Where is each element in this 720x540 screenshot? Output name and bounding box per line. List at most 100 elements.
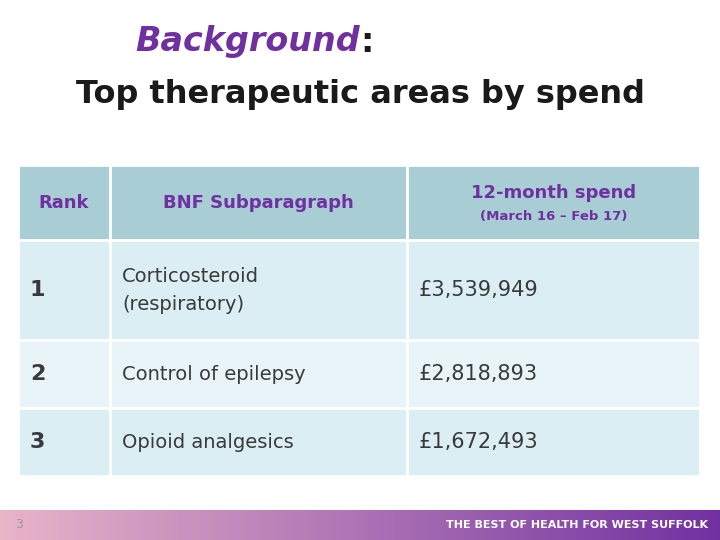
Bar	[271, 510, 274, 540]
Bar	[564, 510, 567, 540]
Bar	[646, 510, 648, 540]
Bar	[293, 510, 295, 540]
Bar	[305, 510, 307, 540]
Bar	[531, 510, 533, 540]
Bar	[221, 510, 223, 540]
Bar	[701, 510, 703, 540]
Bar	[156, 510, 158, 540]
Bar	[5, 510, 7, 540]
Bar	[617, 510, 619, 540]
Bar	[99, 510, 101, 540]
Bar	[509, 510, 511, 540]
Bar	[590, 510, 593, 540]
Bar	[103, 510, 106, 540]
Bar	[639, 510, 641, 540]
Bar	[434, 510, 437, 540]
Bar	[182, 510, 185, 540]
Bar	[708, 510, 711, 540]
Bar	[660, 510, 662, 540]
Bar	[225, 510, 228, 540]
Bar	[19, 510, 22, 540]
Bar	[110, 408, 407, 476]
Bar	[110, 165, 407, 240]
Bar	[449, 510, 451, 540]
Bar	[14, 510, 17, 540]
Bar	[7, 510, 9, 540]
Bar	[521, 510, 523, 540]
Bar	[567, 510, 569, 540]
Bar	[34, 510, 36, 540]
Bar	[341, 510, 343, 540]
Bar	[603, 510, 605, 540]
Bar	[106, 510, 108, 540]
Bar	[605, 510, 607, 540]
Bar	[610, 510, 612, 540]
Bar	[351, 510, 353, 540]
Bar	[511, 510, 513, 540]
Bar	[420, 510, 423, 540]
Bar	[315, 510, 317, 540]
Bar	[139, 510, 142, 540]
Bar	[528, 510, 531, 540]
Bar	[585, 510, 588, 540]
Bar	[333, 510, 336, 540]
Bar	[79, 510, 81, 540]
Bar	[18, 240, 110, 340]
Bar	[629, 510, 631, 540]
Bar	[245, 510, 247, 540]
Bar	[466, 510, 468, 540]
Bar	[36, 510, 38, 540]
Text: Corticosteroid: Corticosteroid	[122, 267, 259, 286]
Bar	[117, 510, 120, 540]
Bar	[718, 510, 720, 540]
Bar	[612, 510, 614, 540]
Bar	[207, 510, 209, 540]
Bar	[50, 510, 53, 540]
Bar	[619, 510, 621, 540]
Bar	[641, 510, 643, 540]
Bar	[593, 510, 595, 540]
Bar	[405, 510, 408, 540]
Bar	[67, 510, 70, 540]
Bar	[84, 510, 86, 540]
Bar	[451, 510, 454, 540]
Bar	[634, 510, 636, 540]
Bar	[336, 510, 338, 540]
Bar	[149, 510, 151, 540]
Bar	[571, 510, 574, 540]
Bar	[372, 510, 374, 540]
Bar	[689, 510, 691, 540]
Bar	[355, 510, 358, 540]
Bar	[41, 510, 43, 540]
Bar	[672, 510, 675, 540]
Bar	[667, 510, 670, 540]
Bar	[264, 510, 266, 540]
Bar	[706, 510, 708, 540]
Bar	[715, 510, 718, 540]
Bar	[276, 510, 279, 540]
Text: (respiratory): (respiratory)	[122, 294, 244, 314]
Text: 3: 3	[15, 518, 23, 531]
Bar	[686, 510, 689, 540]
Bar	[353, 510, 355, 540]
Bar	[538, 510, 540, 540]
Bar	[326, 510, 329, 540]
Bar	[295, 510, 297, 540]
Bar	[569, 510, 571, 540]
Bar	[238, 510, 240, 540]
Bar	[621, 510, 624, 540]
Bar	[463, 510, 466, 540]
Bar	[583, 510, 585, 540]
Text: 3: 3	[30, 432, 45, 452]
Bar	[122, 510, 125, 540]
Bar	[643, 510, 646, 540]
Bar	[338, 510, 341, 540]
Bar	[418, 510, 420, 540]
Bar	[425, 510, 427, 540]
Text: 1: 1	[30, 280, 45, 300]
Bar	[346, 510, 348, 540]
Bar	[108, 510, 110, 540]
Bar	[171, 510, 173, 540]
Bar	[194, 510, 197, 540]
Bar	[197, 510, 199, 540]
